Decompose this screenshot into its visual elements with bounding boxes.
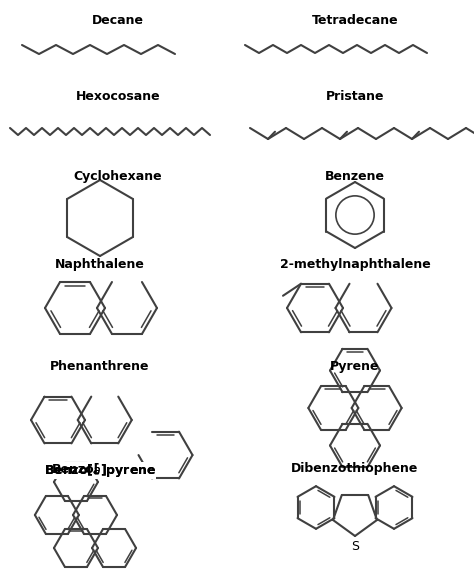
Text: Pristane: Pristane	[326, 90, 384, 103]
Text: Benzo[$a$]pyrene: Benzo[$a$]pyrene	[44, 462, 156, 479]
Text: Pyrene: Pyrene	[330, 360, 380, 373]
Text: Hexocosane: Hexocosane	[76, 90, 160, 103]
Text: Benzene: Benzene	[325, 170, 385, 183]
Text: Cyclohexane: Cyclohexane	[73, 170, 162, 183]
Text: Decane: Decane	[92, 14, 144, 27]
Text: 2-methylnaphthalene: 2-methylnaphthalene	[280, 258, 430, 271]
Text: Naphthalene: Naphthalene	[55, 258, 145, 271]
Text: Dibenzothiophene: Dibenzothiophene	[292, 462, 419, 475]
Text: S: S	[351, 540, 359, 552]
Text: Benzo[$a$]pyrene: Benzo[$a$]pyrene	[44, 462, 156, 479]
Text: Benzo[: Benzo[	[52, 462, 100, 475]
Text: Phenanthrene: Phenanthrene	[50, 360, 150, 373]
Text: Tetradecane: Tetradecane	[312, 14, 398, 27]
